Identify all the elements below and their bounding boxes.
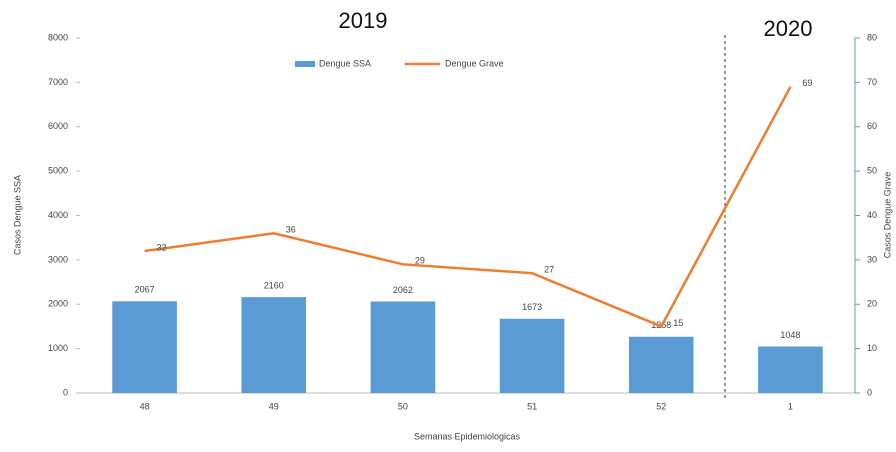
y-tick-label: 4000: [48, 210, 68, 220]
data-label: 1048: [780, 330, 800, 340]
y-tick-label: 3000: [48, 254, 68, 264]
x-tick-label: 1: [788, 401, 793, 411]
annotation: 2020: [764, 16, 813, 41]
data-label: 2067: [135, 285, 155, 295]
y2-tick-label: 70: [867, 77, 877, 87]
y2-tick-label: 10: [867, 343, 877, 353]
y2-tick-label: 40: [867, 210, 877, 220]
x-tick-label: 51: [527, 401, 537, 411]
bar: [241, 297, 307, 393]
y-tick-label: 5000: [48, 166, 68, 176]
x-tick-label: 52: [656, 401, 666, 411]
y2-tick-label: 80: [867, 32, 877, 42]
legend-swatch: [295, 61, 315, 67]
y-tick-label: 1000: [48, 343, 68, 353]
y-axis-title: Casos Dengue SSA: [12, 175, 22, 255]
x-axis-title: Semanas Epidemiologicas: [414, 431, 521, 441]
bar: [758, 346, 823, 393]
y2-tick-label: 60: [867, 121, 877, 131]
y2-axis-title: Casos Dengue Grave: [882, 172, 892, 259]
data-label: 29: [415, 256, 425, 266]
data-label: 27: [544, 265, 554, 275]
bar: [112, 301, 177, 393]
x-tick-label: 49: [269, 401, 279, 411]
y2-tick-label: 20: [867, 299, 877, 309]
data-label: 36: [286, 225, 296, 235]
data-label: 2062: [393, 285, 413, 295]
y-tick-label: 0: [63, 387, 68, 397]
line: [144, 86, 792, 329]
data-label: 69: [802, 78, 812, 88]
bar: [370, 301, 436, 393]
x-tick-label: 48: [140, 401, 150, 411]
y-tick-label: 8000: [48, 32, 68, 42]
bar: [628, 336, 694, 393]
y2-tick-label: 50: [867, 166, 877, 176]
data-label: 15: [673, 318, 683, 328]
data-label: 2160: [264, 281, 284, 291]
annotation: 2019: [339, 8, 388, 33]
y2-tick-label: 30: [867, 254, 877, 264]
data-label: 1673: [522, 302, 542, 312]
y2-tick-label: 0: [867, 387, 872, 397]
x-tick-label: 50: [398, 401, 408, 411]
legend-label: Dengue SSA: [319, 58, 371, 68]
bar: [499, 318, 565, 393]
y-tick-label: 6000: [48, 121, 68, 131]
legend-label: Dengue Grave: [445, 58, 504, 68]
data-label: 32: [157, 242, 167, 252]
y-tick-label: 7000: [48, 77, 68, 87]
y-tick-label: 2000: [48, 299, 68, 309]
